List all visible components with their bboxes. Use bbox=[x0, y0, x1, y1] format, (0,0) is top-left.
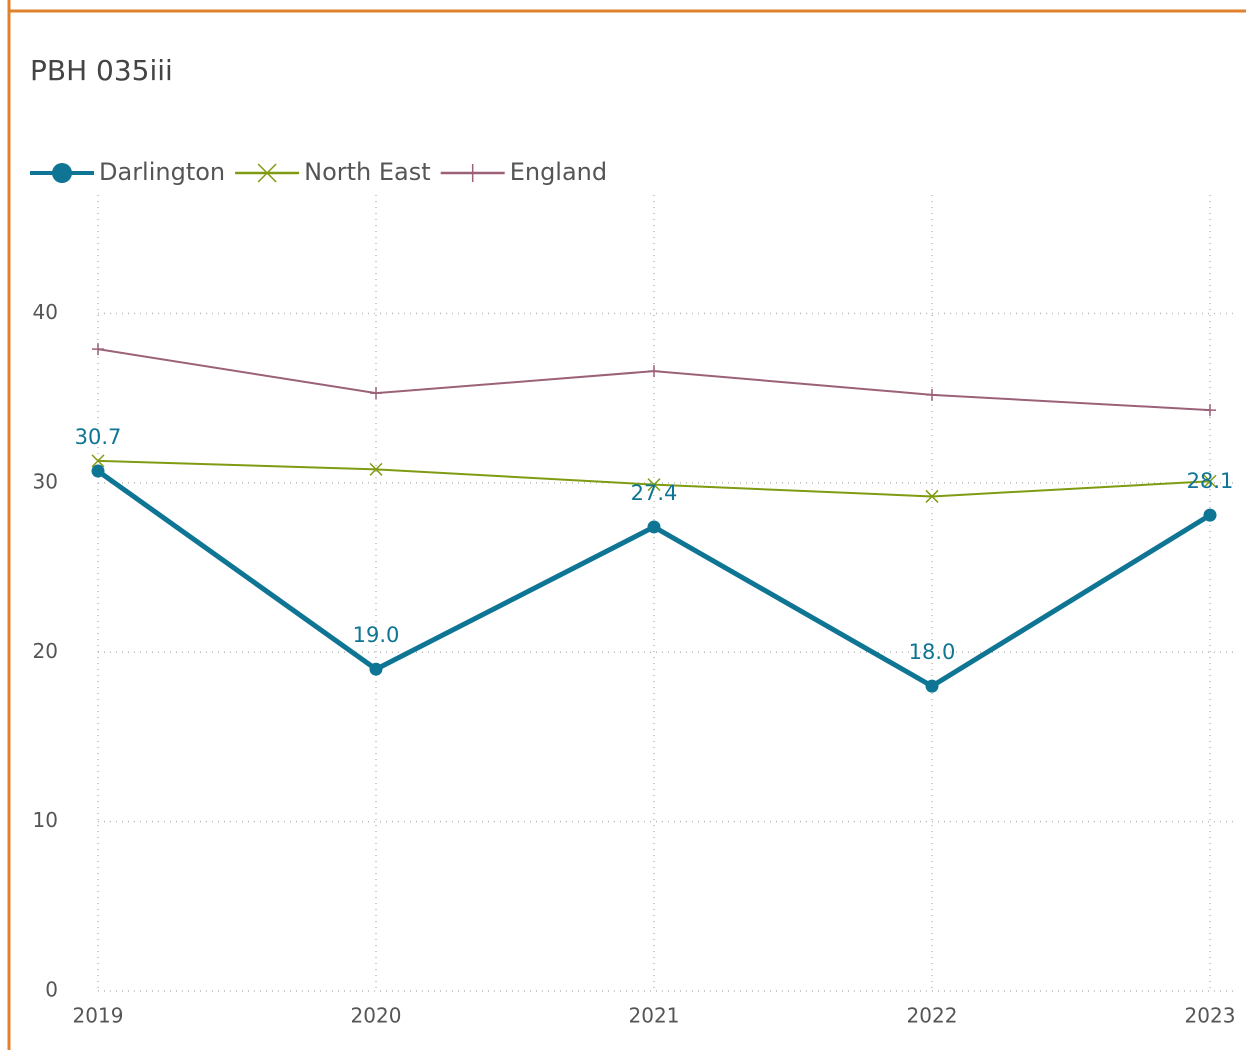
x-tick-label: 2023 bbox=[1185, 1004, 1236, 1028]
x-tick-label: 2020 bbox=[351, 1004, 402, 1028]
series-line bbox=[97, 348, 1211, 412]
data-label: 19.0 bbox=[353, 623, 400, 647]
y-tick-label: 10 bbox=[33, 808, 58, 832]
data-point bbox=[92, 343, 104, 356]
data-point bbox=[91, 454, 105, 468]
y-tick-label: 0 bbox=[45, 978, 58, 1002]
data-point bbox=[91, 464, 105, 478]
data-point bbox=[1203, 474, 1217, 488]
data-point bbox=[925, 489, 939, 503]
data-point bbox=[370, 387, 382, 400]
y-tick-label: 40 bbox=[33, 300, 58, 324]
x-tick-label: 2022 bbox=[907, 1004, 958, 1028]
x-tick-label: 2021 bbox=[629, 1004, 680, 1028]
data-point bbox=[1204, 404, 1216, 417]
data-label: 18.0 bbox=[909, 640, 956, 664]
legend-marker bbox=[52, 163, 72, 183]
data-point bbox=[647, 520, 661, 534]
legend-label: England bbox=[510, 158, 607, 186]
y-tick-label: 30 bbox=[33, 469, 58, 493]
legend-label: Darlington bbox=[99, 158, 225, 186]
data-point bbox=[925, 679, 939, 693]
data-label: 30.7 bbox=[75, 425, 122, 449]
data-point bbox=[648, 365, 660, 378]
data-point bbox=[926, 388, 938, 401]
legend-marker bbox=[463, 164, 482, 182]
data-label: 27.4 bbox=[631, 481, 678, 505]
legend-label: North East bbox=[304, 158, 431, 186]
data-point bbox=[369, 462, 383, 476]
data-point bbox=[369, 662, 383, 676]
data-point bbox=[1203, 508, 1217, 522]
y-tick-label: 20 bbox=[33, 639, 58, 663]
data-label: 28.1 bbox=[1187, 469, 1234, 493]
legend-marker bbox=[257, 163, 277, 183]
chart-title: PBH 035iii bbox=[30, 54, 173, 87]
x-tick-label: 2019 bbox=[73, 1004, 124, 1028]
data-point bbox=[647, 478, 661, 492]
